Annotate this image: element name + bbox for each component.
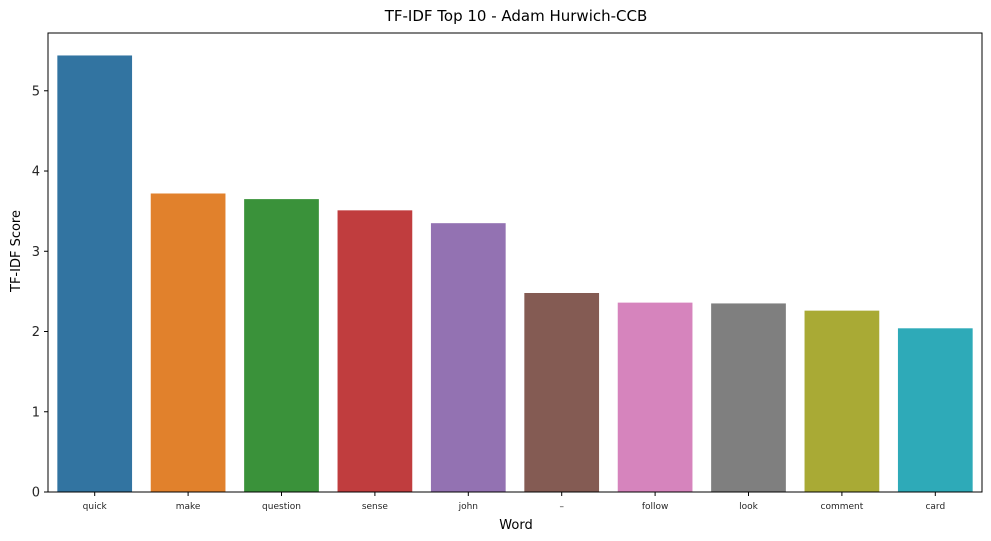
x-tick-label: john — [458, 502, 478, 512]
x-tick-label: quick — [83, 502, 108, 512]
y-tick-label: 0 — [32, 486, 40, 501]
x-tick-label: – — [559, 502, 564, 512]
bar-1 — [150, 193, 226, 493]
bar-7 — [711, 303, 786, 492]
x-tick-label: comment — [821, 502, 864, 512]
bar-2 — [244, 199, 319, 493]
y-axis-title: TF-IDF Score — [9, 210, 24, 293]
x-tick-label: sense — [362, 502, 389, 512]
bar-5 — [524, 292, 600, 492]
plot-frame — [47, 32, 983, 493]
bars — [57, 55, 973, 493]
x-axis-title: Word — [499, 518, 532, 533]
x-tick-label: follow — [642, 502, 669, 512]
x-tick-label: card — [925, 502, 945, 512]
x-tick-label: make — [176, 502, 201, 512]
y-tick-label: 5 — [32, 84, 40, 99]
x-axis-ticks: quick make question sense john – follow look com… — [83, 492, 945, 512]
bar-3 — [337, 210, 413, 492]
y-tick-label: 1 — [32, 405, 40, 420]
bar-9 — [897, 328, 973, 492]
bar-0 — [57, 55, 133, 492]
x-tick-label: look — [739, 502, 759, 512]
y-axis-ticks: 0 1 2 3 4 5 — [32, 84, 48, 501]
x-tick-label: question — [262, 502, 301, 512]
bar-6 — [617, 302, 693, 492]
y-tick-label: 2 — [32, 325, 40, 340]
y-tick-label: 3 — [32, 245, 40, 260]
bar-8 — [804, 310, 880, 492]
bar-4 — [430, 223, 506, 493]
chart-title: TF-IDF Top 10 - Adam Hurwich-CCB — [384, 7, 648, 25]
y-tick-label: 4 — [32, 165, 40, 180]
